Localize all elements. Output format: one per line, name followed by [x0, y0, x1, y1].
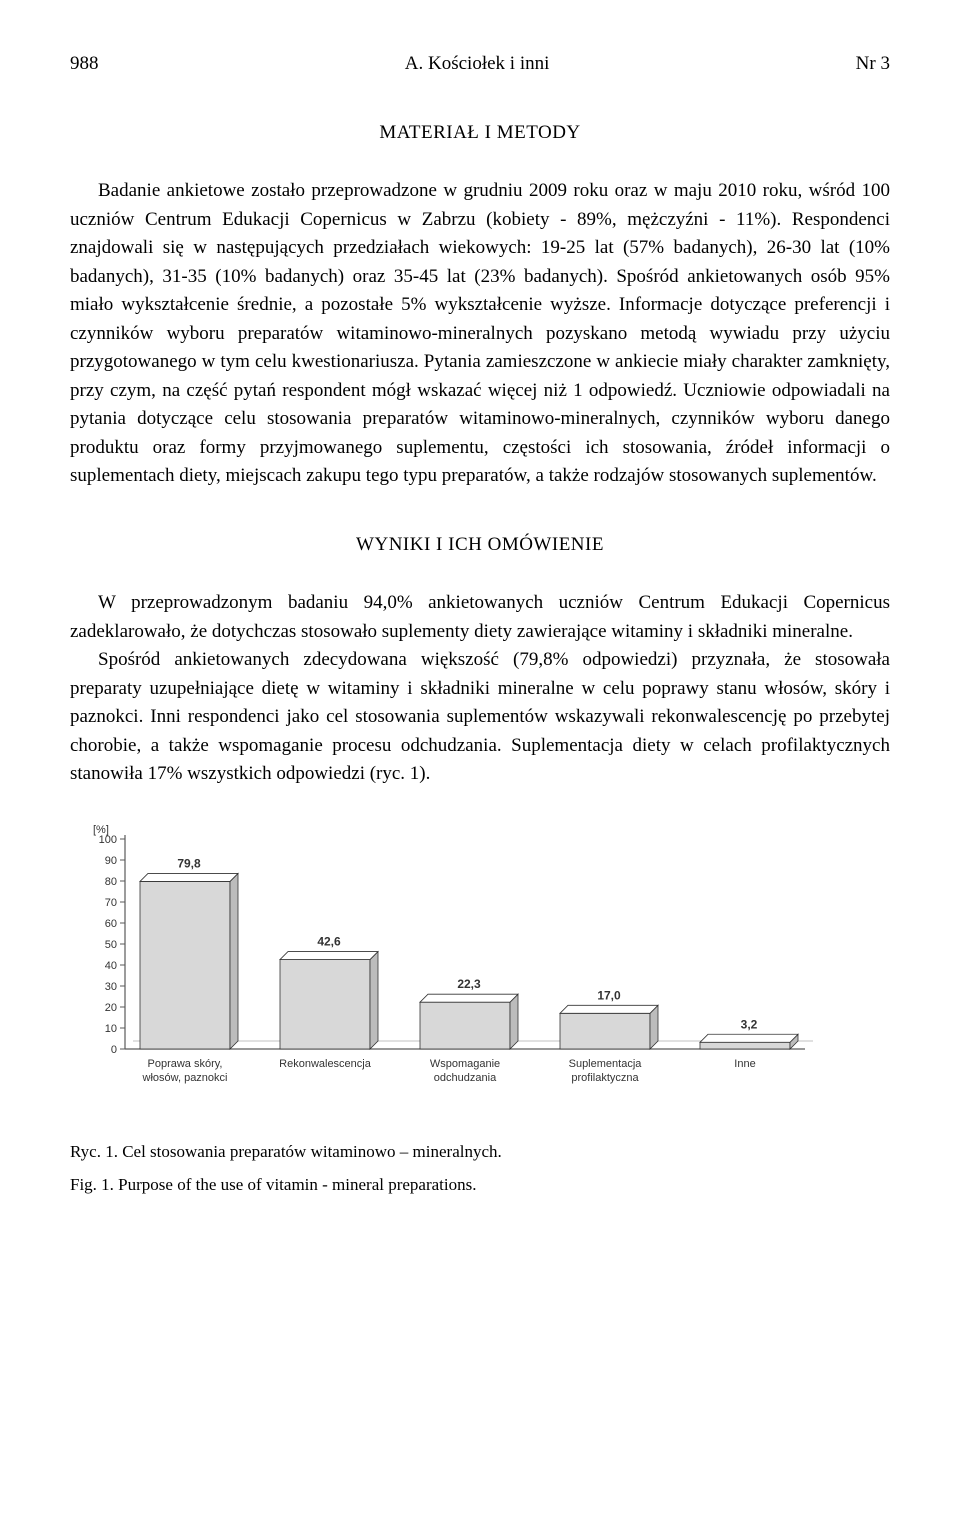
- page-number: 988: [70, 50, 99, 79]
- methods-paragraph: Badanie ankietowe zostało przeprowadzone…: [70, 177, 890, 491]
- svg-text:60: 60: [105, 918, 117, 930]
- svg-text:79,8: 79,8: [177, 856, 201, 870]
- svg-text:40: 40: [105, 960, 117, 972]
- svg-text:0: 0: [111, 1044, 117, 1056]
- svg-text:50: 50: [105, 939, 117, 951]
- svg-text:Inne: Inne: [734, 1058, 755, 1070]
- section-heading-methods: MATERIAŁ I METODY: [70, 119, 890, 148]
- svg-text:100: 100: [99, 834, 117, 846]
- svg-text:włosów, paznokci: włosów, paznokci: [142, 1072, 228, 1084]
- svg-text:80: 80: [105, 876, 117, 888]
- svg-text:22,3: 22,3: [457, 977, 481, 991]
- svg-text:Suplementacja: Suplementacja: [569, 1058, 643, 1070]
- running-header: 988 A. Kościołek i inni Nr 3: [70, 50, 890, 79]
- svg-text:Poprawa skóry,: Poprawa skóry,: [148, 1058, 223, 1070]
- figure-1-chart: [%]010203040506070809010079,8Poprawa skó…: [70, 819, 890, 1119]
- results-paragraph-2: Spośród ankietowanych zdecydowana większ…: [70, 646, 890, 789]
- svg-text:42,6: 42,6: [317, 934, 341, 948]
- svg-text:10: 10: [105, 1023, 117, 1035]
- running-title: A. Kościołek i inni: [405, 50, 550, 79]
- results-paragraph-1: W przeprowadzonym badaniu 94,0% ankietow…: [70, 589, 890, 646]
- svg-text:Rekonwalescencja: Rekonwalescencja: [279, 1058, 372, 1070]
- svg-text:20: 20: [105, 1002, 117, 1014]
- bar-chart-svg: [%]010203040506070809010079,8Poprawa skó…: [70, 819, 890, 1119]
- svg-text:70: 70: [105, 897, 117, 909]
- svg-text:90: 90: [105, 855, 117, 867]
- svg-text:odchudzania: odchudzania: [434, 1072, 497, 1084]
- svg-text:profilaktyczna: profilaktyczna: [571, 1072, 639, 1084]
- svg-text:Wspomaganie: Wspomaganie: [430, 1058, 500, 1070]
- svg-text:3,2: 3,2: [741, 1017, 758, 1031]
- issue-number: Nr 3: [856, 50, 890, 79]
- svg-text:17,0: 17,0: [597, 988, 621, 1002]
- section-heading-results: WYNIKI I ICH OMÓWIENIE: [70, 531, 890, 560]
- figure-caption-en: Fig. 1. Purpose of the use of vitamin - …: [70, 1172, 890, 1198]
- figure-caption-pl: Ryc. 1. Cel stosowania preparatów witami…: [70, 1139, 890, 1165]
- svg-text:30: 30: [105, 981, 117, 993]
